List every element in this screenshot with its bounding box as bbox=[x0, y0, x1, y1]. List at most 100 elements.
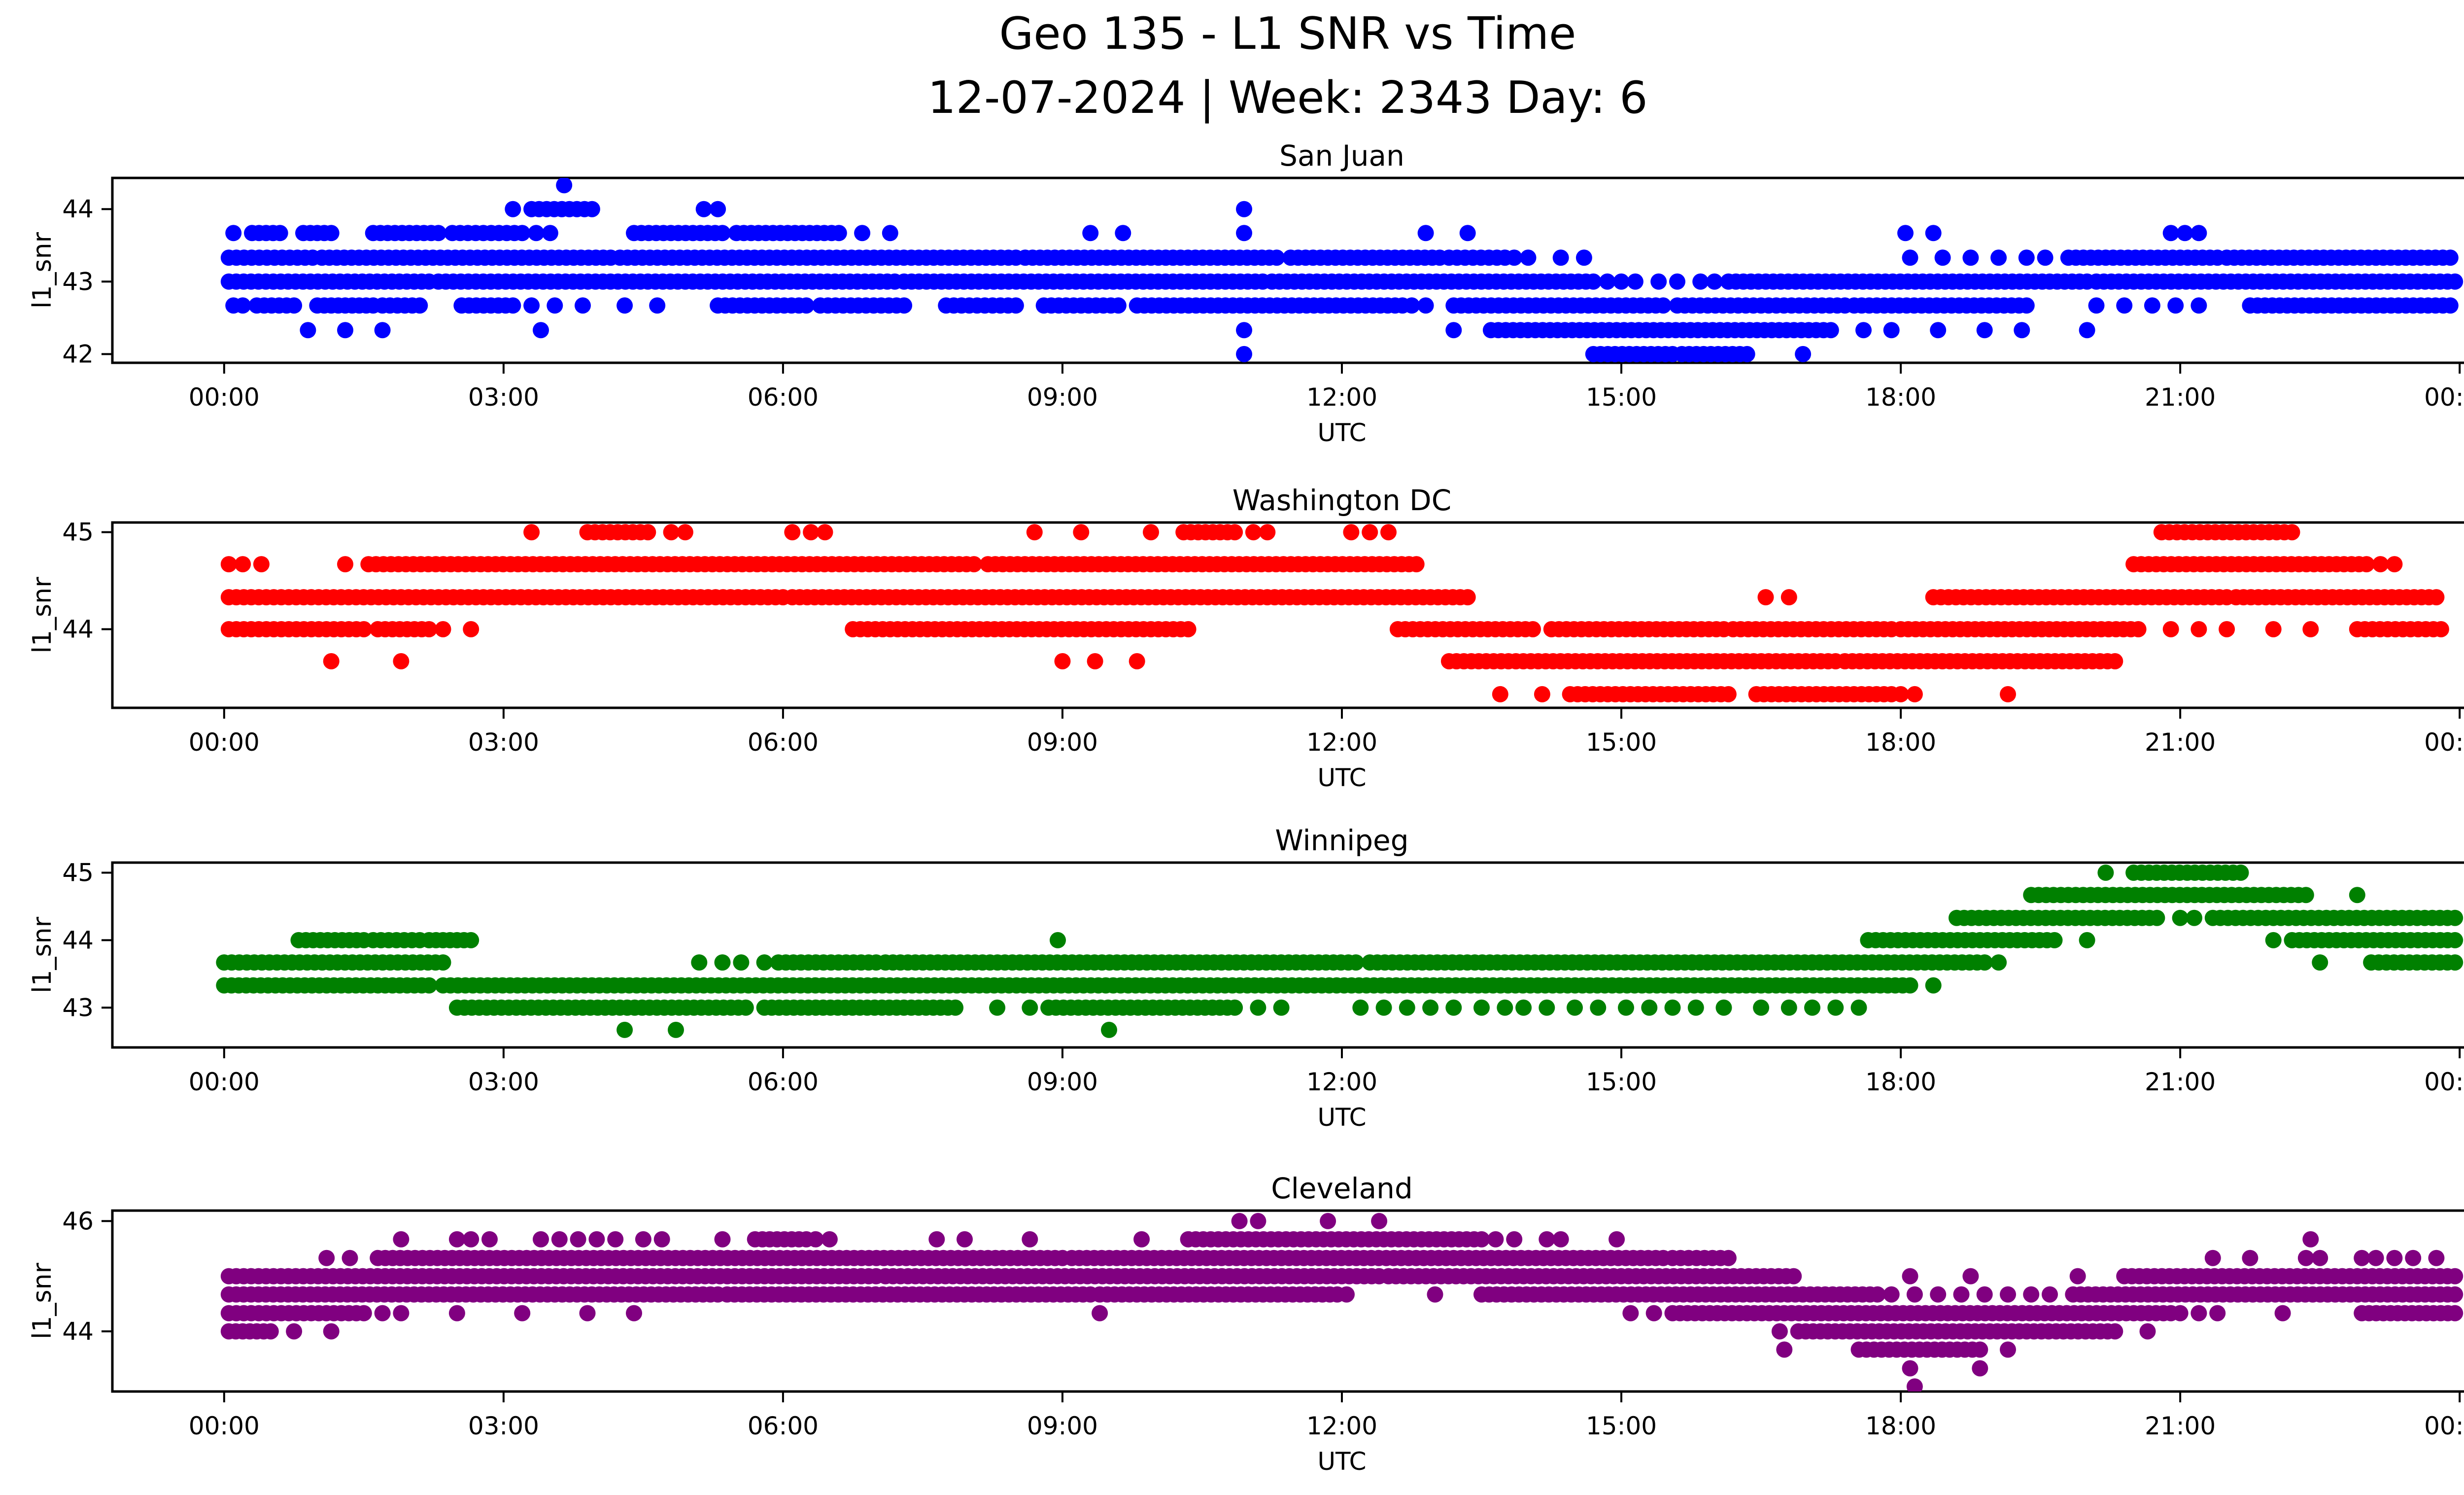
scatter-dot bbox=[965, 556, 982, 573]
scatter-dot bbox=[1231, 1213, 1248, 1229]
scatter-dot bbox=[1250, 999, 1266, 1016]
y-tick-label: 44 bbox=[62, 615, 94, 644]
scatter-dot bbox=[784, 524, 801, 541]
x-tick-label: 00:00 bbox=[2424, 1412, 2464, 1440]
x-tick-label: 15:00 bbox=[1586, 383, 1657, 412]
scatter-dot bbox=[1883, 322, 1900, 339]
scatter-dot bbox=[2265, 932, 2282, 948]
x-tick-label: 12:00 bbox=[1306, 728, 1377, 757]
y-tick-label: 44 bbox=[62, 1317, 94, 1346]
x-tick-label: 06:00 bbox=[748, 728, 819, 757]
scatter-dot bbox=[1883, 1286, 1900, 1303]
x-tick-label: 15:00 bbox=[1586, 1412, 1657, 1440]
scatter-dot bbox=[1101, 1021, 1117, 1038]
subplot-title-san-juan: San Juan bbox=[1279, 139, 1404, 173]
scatter-dot bbox=[551, 1231, 568, 1248]
x-tick-label: 00:00 bbox=[2424, 728, 2464, 757]
scatter-dot bbox=[2447, 1268, 2464, 1285]
scatter-dot bbox=[1976, 1286, 1993, 1303]
scatter-dot bbox=[448, 1305, 465, 1321]
scatter-dot bbox=[1902, 977, 1918, 994]
x-tick-label: 18:00 bbox=[1865, 383, 1936, 412]
scatter-dot bbox=[2367, 1250, 2384, 1266]
scatter-dot bbox=[2069, 1268, 2086, 1285]
scatter-dot bbox=[1417, 225, 1434, 242]
scatter-dot bbox=[1459, 225, 1476, 242]
scatter-dot bbox=[756, 954, 773, 971]
scatter-dot bbox=[2428, 1250, 2445, 1266]
x-tick-label: 21:00 bbox=[2145, 728, 2216, 757]
y-axis-label-san-juan: l1_snr bbox=[28, 232, 57, 309]
x-tick-label: 03:00 bbox=[468, 1412, 539, 1440]
scatter-dot bbox=[1902, 1360, 1918, 1377]
x-tick-label: 00:00 bbox=[2424, 1068, 2464, 1096]
scatter-dot bbox=[947, 999, 964, 1016]
scatter-dot bbox=[1739, 346, 1755, 362]
scatter-dot bbox=[430, 225, 447, 242]
scatter-dot bbox=[1525, 621, 1541, 637]
scatter-dot bbox=[714, 1231, 731, 1248]
scatter-dot bbox=[663, 524, 680, 541]
scatter-dot bbox=[803, 524, 820, 541]
scatter-dot bbox=[1827, 999, 1844, 1016]
scatter-dot bbox=[2014, 322, 2030, 339]
scatter-dot bbox=[1273, 999, 1290, 1016]
scatter-dot bbox=[1990, 249, 2007, 266]
scatter-dot bbox=[2297, 887, 2314, 904]
x-tick-label: 00:00 bbox=[189, 728, 260, 757]
scatter-dot bbox=[1236, 346, 1252, 362]
scatter-dot bbox=[220, 556, 237, 573]
scatter-dot bbox=[1520, 249, 1537, 266]
scatter-dot bbox=[1054, 653, 1071, 669]
scatter-dot bbox=[2097, 865, 2114, 881]
scatter-dot bbox=[2447, 909, 2464, 926]
scatter-dot bbox=[435, 621, 451, 637]
scatter-dot bbox=[1650, 273, 1667, 290]
scatter-dot bbox=[1627, 273, 1643, 290]
scatter-dot bbox=[1972, 1360, 1988, 1377]
x-tick-label: 00:00 bbox=[189, 383, 260, 412]
scatter-dot bbox=[798, 297, 815, 314]
scatter-dot bbox=[2190, 225, 2207, 242]
scatter-dot bbox=[337, 556, 353, 573]
scatter-dot bbox=[1492, 686, 1508, 702]
scatter-dot bbox=[542, 225, 558, 242]
scatter-dot bbox=[1962, 1268, 1979, 1285]
scatter-dot bbox=[1022, 999, 1038, 1016]
scatter-dot bbox=[337, 322, 353, 339]
scatter-dot bbox=[514, 1305, 531, 1321]
scatter-dot bbox=[2204, 1250, 2221, 1266]
scatter-series-cleveland bbox=[220, 1213, 2464, 1391]
scatter-dot bbox=[640, 524, 656, 541]
scatter-dot bbox=[1506, 249, 1523, 266]
scatter-dot bbox=[323, 653, 340, 669]
scatter-dot bbox=[1497, 999, 1513, 1016]
scatter-dot bbox=[448, 1231, 465, 1248]
scatter-dot bbox=[677, 524, 693, 541]
figure-title-line2: 12-07-2024 | Week: 2343 Day: 6 bbox=[927, 71, 1648, 124]
scatter-dot bbox=[523, 524, 540, 541]
x-tick-label: 06:00 bbox=[748, 1068, 819, 1096]
scatter-dot bbox=[2447, 273, 2464, 290]
scatter-dot bbox=[1641, 999, 1658, 1016]
scatter-dot bbox=[1720, 1250, 1737, 1266]
scatter-dot bbox=[2130, 621, 2147, 637]
scatter-dot bbox=[481, 1231, 498, 1248]
y-tick-label: 42 bbox=[62, 340, 94, 368]
scatter-dot bbox=[2190, 297, 2207, 314]
scatter-dot bbox=[1776, 1341, 1793, 1358]
scatter-dot bbox=[957, 1231, 973, 1248]
scatter-dot bbox=[1972, 1341, 1988, 1358]
scatter-dot bbox=[583, 201, 600, 217]
scatter-dot bbox=[2209, 1305, 2226, 1321]
x-axis-label-san-juan: UTC bbox=[1317, 418, 1366, 447]
scatter-dot bbox=[1236, 201, 1252, 217]
x-tick-label: 15:00 bbox=[1586, 1068, 1657, 1096]
scatter-dot bbox=[286, 297, 303, 314]
scatter-dot bbox=[528, 225, 545, 242]
scatter-dot bbox=[2354, 1250, 2370, 1266]
scatter-dot bbox=[1506, 1231, 1523, 1248]
scatter-dot bbox=[2442, 249, 2459, 266]
